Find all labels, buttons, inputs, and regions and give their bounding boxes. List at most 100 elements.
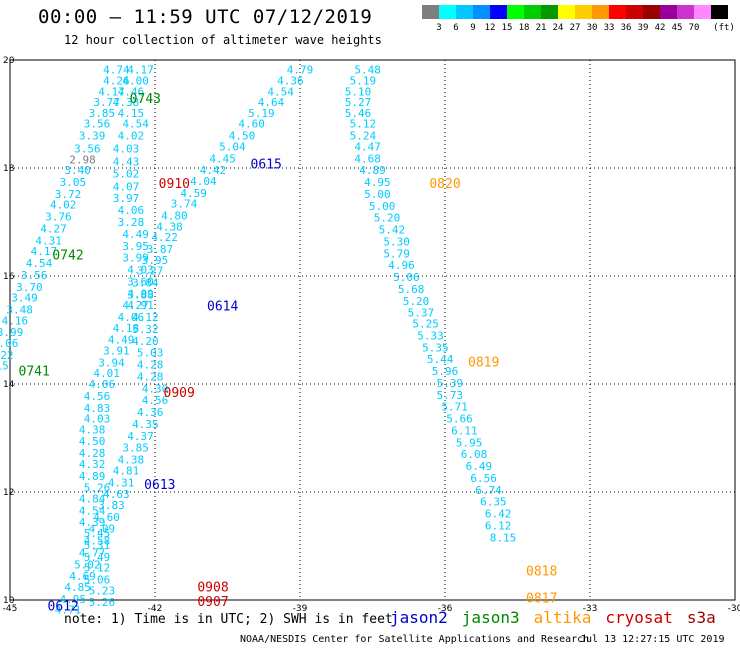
wave-height-value: 4.68 xyxy=(354,152,381,165)
satellite-legend-item: cryosat xyxy=(605,608,673,627)
wave-height-value: 4.04 xyxy=(190,175,217,188)
wave-height-value: 3.56 xyxy=(84,118,111,131)
wave-height-value: 4.69 xyxy=(69,570,96,583)
plot-frame xyxy=(9,59,736,601)
wave-height-value: 4.38 xyxy=(79,423,106,436)
wave-height-value: 5.26 xyxy=(84,482,111,495)
wave-height-value: 5.32 xyxy=(132,323,159,336)
legend-swatch xyxy=(473,5,490,19)
y-tick-label: 12 xyxy=(3,488,14,498)
wave-height-value: 8.15 xyxy=(490,531,517,544)
wave-height-value: 5.39 xyxy=(437,377,464,390)
legend-swatch xyxy=(609,5,626,19)
wave-height-value: 4.06 xyxy=(118,204,145,217)
legend-unit: (ft) xyxy=(713,23,735,33)
wave-height-value: 4.15 xyxy=(118,107,145,120)
legend-swatch xyxy=(422,5,439,19)
wave-height-value: 4.06 xyxy=(0,337,18,350)
wave-height-value: 4.27 xyxy=(40,222,67,235)
wave-height-value: 5.25 xyxy=(412,318,439,331)
y-tick-label: 16 xyxy=(3,272,15,282)
wave-height-value: 5.45 xyxy=(84,527,111,540)
wave-height-value: 5.48 xyxy=(354,64,381,77)
track-label: 0818 xyxy=(526,564,557,579)
wave-height-value: 6.11 xyxy=(451,424,478,437)
wave-height-value: 4.54 xyxy=(79,504,106,517)
wave-height-value: 5.30 xyxy=(383,235,410,248)
wave-height-value: 4.12 xyxy=(132,311,159,324)
wave-height-value: 4.42 xyxy=(200,164,227,177)
wave-height-value: 4.74 xyxy=(103,64,130,77)
wave-height-value: 3.28 xyxy=(118,216,145,229)
wave-height-value: 3.99 xyxy=(122,252,149,265)
wave-height-value: 3.83 xyxy=(98,499,125,512)
legend-swatch xyxy=(575,5,592,19)
wave-height-value: 3.94 xyxy=(98,356,125,369)
wave-height-value: 4.89 xyxy=(79,470,106,483)
x-tick-label: -36 xyxy=(438,604,453,614)
wave-height-value: 5.02 xyxy=(113,167,140,180)
wave-height-value: 4.38 xyxy=(118,454,145,467)
wave-height-value: 4.54 xyxy=(26,257,53,270)
track-label: 0742 xyxy=(52,248,83,263)
wave-height-value: 4.39 xyxy=(79,516,106,529)
wave-height-value: 4.17 xyxy=(127,64,154,77)
wave-height-value: 5.12 xyxy=(350,118,377,131)
x-tick-label: -33 xyxy=(583,604,598,614)
legend-label: 3 xyxy=(436,23,442,33)
wave-height-value: 4.77 xyxy=(79,546,106,559)
wave-height-value: 5.68 xyxy=(398,283,425,296)
wave-height-value: 5.03 xyxy=(137,347,164,360)
wave-height-value: 5.00 xyxy=(369,200,396,213)
legend-label: 39 xyxy=(637,23,649,33)
wave-height-value: 3.99 xyxy=(0,326,23,339)
wave-height-value: 4.06 xyxy=(89,378,116,391)
x-tick-label: -30 xyxy=(728,604,740,614)
wave-height-value: 3.05 xyxy=(60,176,87,189)
wave-height-value: 4.16 xyxy=(2,314,29,327)
legend-label: 15 xyxy=(501,23,513,33)
wave-height-value: 5.06 xyxy=(84,573,111,586)
wave-height-value: 4.50 xyxy=(229,130,256,143)
wave-height-value: 4.38 xyxy=(113,96,140,109)
wave-height-value: 5.19 xyxy=(248,107,275,120)
wave-height-value: 6.74 xyxy=(475,484,502,497)
track-label: 0615 xyxy=(251,158,282,173)
wave-height-value: 4.03 xyxy=(127,264,154,277)
wave-height-value: 4.02 xyxy=(118,130,145,143)
legend-swatch xyxy=(439,5,456,19)
wave-height-value: 5.26 xyxy=(89,596,116,609)
legend-swatch xyxy=(524,5,541,19)
wave-height-value: 5.46 xyxy=(345,107,372,120)
wave-height-value: 4.84 xyxy=(79,492,106,505)
wave-height-value: 4.28 xyxy=(137,359,164,372)
wave-height-value: 4.71 xyxy=(55,604,82,617)
wave-height-value: 3.87 xyxy=(147,243,174,256)
legend-label: 21 xyxy=(535,23,547,33)
wave-height-value: 2.98 xyxy=(69,153,96,166)
wave-height-value: 4.49 xyxy=(108,334,135,347)
wave-height-value: 4.02 xyxy=(50,199,77,212)
legend-swatch xyxy=(507,5,524,19)
wave-height-value: 5.27 xyxy=(345,96,372,109)
wave-height-value: 3.72 xyxy=(55,188,82,201)
wave-height-value: 3.95 xyxy=(142,254,169,267)
wave-height-value: 5.20 xyxy=(403,295,430,308)
legend-swatch xyxy=(660,5,677,19)
satellite-legend-item: altika xyxy=(533,608,592,627)
wave-height-value: 4.95 xyxy=(364,176,391,189)
wave-height-value: 4.56 xyxy=(142,394,169,407)
wave-height-value: 3.40 xyxy=(64,164,91,177)
wave-height-value: 5.24 xyxy=(350,130,377,143)
legend-label: 42 xyxy=(654,23,666,33)
wave-height-value: 4.03 xyxy=(84,413,111,426)
wave-height-value: 4.83 xyxy=(84,402,111,415)
wave-height-value: 4.58 xyxy=(84,535,111,548)
wave-height-value: 3.49 xyxy=(11,292,38,305)
wave-height-value: 3.85 xyxy=(89,107,116,120)
y-tick-label: 20 xyxy=(3,56,15,66)
track-label: 0741 xyxy=(19,365,50,380)
wave-height-value: 4.22 xyxy=(0,349,14,362)
legend-label: 27 xyxy=(569,23,581,33)
wave-height-value: 5.02 xyxy=(74,558,101,571)
